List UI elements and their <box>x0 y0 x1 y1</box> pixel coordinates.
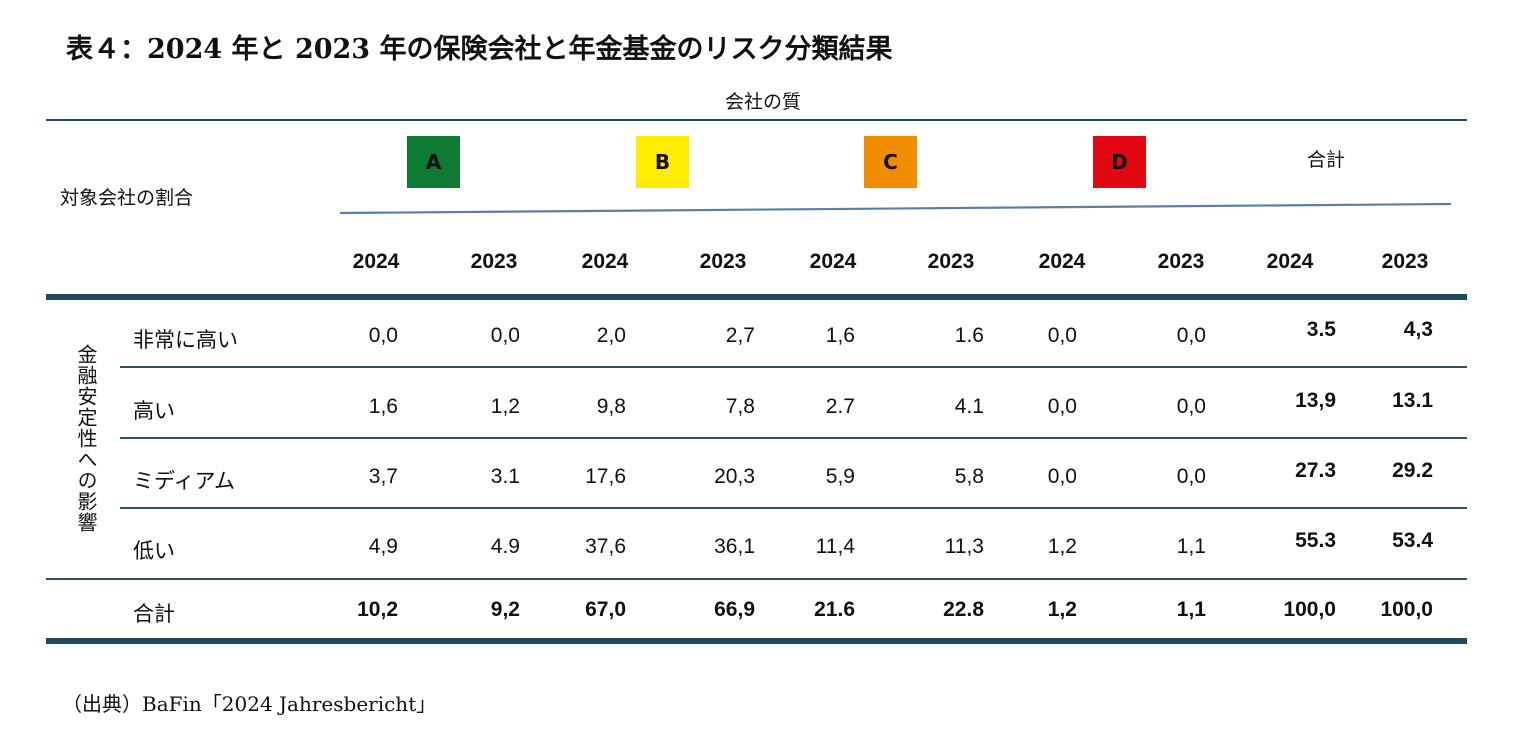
table-cell: 37,6 <box>585 535 626 558</box>
table-cell: 7,8 <box>725 395 755 418</box>
quality-badge-c: C <box>864 136 917 188</box>
total-row-cell: 1,1 <box>1176 598 1206 621</box>
table-cell: 4,9 <box>368 535 398 558</box>
table-cell: 4.1 <box>954 395 984 418</box>
table-cell: 0,0 <box>1047 324 1077 347</box>
row-separator <box>120 366 1467 368</box>
row-total-cell: 53.4 <box>1392 529 1433 552</box>
table-cell: 0,0 <box>490 324 520 347</box>
total-row-top-rule <box>46 578 1467 580</box>
table-cell: 17,6 <box>585 465 626 488</box>
row-label: 非常に高い <box>133 328 238 352</box>
year-header: 2023 <box>470 250 518 273</box>
table-cell: 0,0 <box>1176 465 1206 488</box>
quality-badge-b: B <box>636 136 689 188</box>
table-cell: 5,9 <box>825 465 855 488</box>
year-header: 2023 <box>699 250 747 273</box>
table-cell: 1,6 <box>825 324 855 347</box>
table-cell: 2.7 <box>825 395 855 418</box>
table-cell: 20,3 <box>714 465 755 488</box>
table-cell: 1,1 <box>1176 535 1206 558</box>
table-cell: 2,7 <box>725 324 755 347</box>
table-cell: 3.1 <box>490 465 520 488</box>
total-column-header: 合計 <box>1307 149 1346 171</box>
row-label: 低い <box>133 539 175 563</box>
row-label: ミディアム <box>133 469 236 493</box>
ratio-label: 対象会社の割合 <box>60 187 194 209</box>
row-separator <box>120 437 1467 439</box>
row-label: 高い <box>133 399 175 423</box>
financial-stability-impact-label: 金融安定性への影響 <box>74 344 98 533</box>
year-header: 2023 <box>1157 250 1205 273</box>
row-total-cell: 13.1 <box>1392 389 1433 412</box>
table-cell: 0,0 <box>368 324 398 347</box>
year-header: 2024 <box>352 250 400 273</box>
table-cell: 11,3 <box>944 535 984 558</box>
table-cell: 0,0 <box>1047 465 1077 488</box>
year-header: 2023 <box>1381 250 1429 273</box>
table-cell: 4.9 <box>490 535 520 558</box>
year-header: 2023 <box>927 250 975 273</box>
quality-badge-d: D <box>1093 136 1146 188</box>
table-cell: 0,0 <box>1047 395 1077 418</box>
year-header: 2024 <box>1038 250 1086 273</box>
table-cell: 36,1 <box>714 535 755 558</box>
quality-badge-a: A <box>407 136 460 188</box>
row-separator <box>120 507 1467 509</box>
table-cell: 3,7 <box>368 465 398 488</box>
table-cell: 2,0 <box>596 324 626 347</box>
total-row-cell: 22.8 <box>943 598 984 621</box>
row-total-cell: 27.3 <box>1295 459 1336 482</box>
table-cell: 5,8 <box>954 465 984 488</box>
table-title: 表４：2024 年と 2023 年の保険会社と年金基金のリスク分類結果 <box>66 34 893 65</box>
top-rule <box>46 119 1467 121</box>
table-cell: 1.6 <box>954 324 984 347</box>
total-row-cell: 100,0 <box>1283 598 1336 621</box>
total-row-label: 合計 <box>133 602 175 626</box>
total-row-cell: 67,0 <box>585 598 626 621</box>
total-row-cell: 9,2 <box>490 598 520 621</box>
table-cell: 1,6 <box>368 395 398 418</box>
table-cell: 1,2 <box>490 395 520 418</box>
table-cell: 9,8 <box>596 395 626 418</box>
row-total-cell: 55.3 <box>1295 529 1336 552</box>
total-row-cell: 21.6 <box>814 598 855 621</box>
table-cell: 11,4 <box>815 535 855 558</box>
row-total-cell: 29.2 <box>1392 459 1433 482</box>
table-cell: 1,2 <box>1047 535 1077 558</box>
year-header: 2024 <box>1266 250 1314 273</box>
source-note: （出典）BaFin「2024 Jahresbericht」 <box>62 692 437 716</box>
year-header: 2024 <box>809 250 857 273</box>
row-total-cell: 4,3 <box>1403 318 1433 341</box>
total-row-cell: 10,2 <box>357 598 398 621</box>
table-cell: 0,0 <box>1176 324 1206 347</box>
row-total-cell: 13,9 <box>1295 389 1336 412</box>
total-row-cell: 1,2 <box>1047 598 1077 621</box>
row-total-cell: 3.5 <box>1306 318 1336 341</box>
company-quality-label: 会社の質 <box>724 91 801 113</box>
table-bottom-rule <box>46 638 1467 644</box>
table-cell: 0,0 <box>1176 395 1206 418</box>
total-row-cell: 66,9 <box>714 598 755 621</box>
header-bottom-rule <box>46 294 1467 300</box>
total-row-cell: 100,0 <box>1380 598 1433 621</box>
year-header: 2024 <box>581 250 629 273</box>
